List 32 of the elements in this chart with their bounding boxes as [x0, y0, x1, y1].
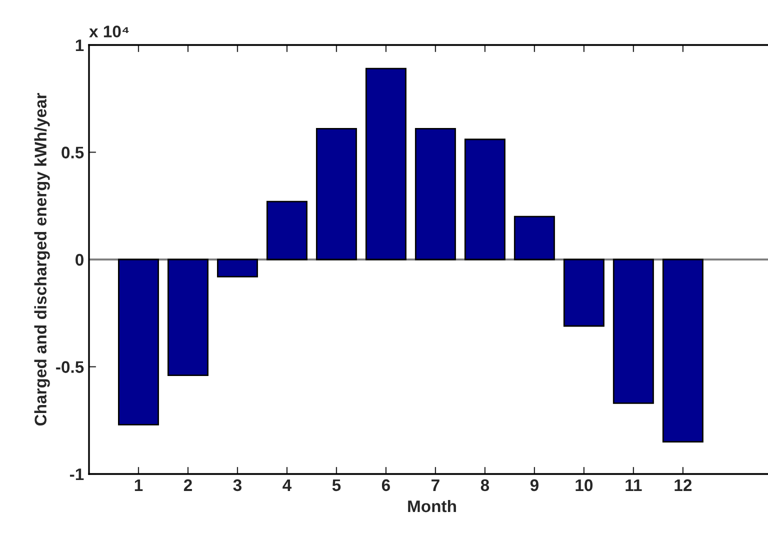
y-tick-label: 1 [76, 40, 84, 52]
bar [216, 258, 258, 278]
bar [118, 258, 159, 426]
y-tick-label: -1 [70, 468, 84, 480]
y-tick-label: 0.5 [62, 146, 84, 158]
bar [266, 200, 308, 260]
y-tick-label: 0 [76, 254, 84, 266]
bar [662, 258, 704, 443]
bar [167, 258, 208, 376]
x-tick-label: 3 [233, 479, 242, 492]
x-tick-label: 2 [184, 479, 192, 491]
x-tick-label: 11 [626, 479, 642, 491]
x-tick-label: 12 [674, 479, 692, 491]
bar [612, 258, 654, 404]
x-axis-title: Month [408, 500, 456, 512]
x-tick-label: 4 [282, 479, 292, 491]
x-tick-label: 1 [134, 479, 143, 491]
bar [514, 216, 555, 260]
y-tick-label: -0.5 [56, 361, 84, 373]
x-tick-label: 5 [332, 479, 341, 492]
bar [365, 68, 406, 260]
x-tick-label: 9 [530, 479, 538, 492]
y-axis-title: Charged and discharged energy kWh/year [34, 93, 50, 426]
bar [316, 128, 357, 260]
x-tick-label: 7 [432, 479, 440, 491]
x-tick-label: 8 [480, 479, 490, 492]
bar [563, 258, 604, 327]
x-tick-label: 10 [576, 479, 593, 492]
text: x 10⁴ [89, 26, 129, 38]
bar [414, 128, 456, 260]
bar [464, 138, 506, 260]
x-tick-label: 6 [382, 479, 390, 492]
